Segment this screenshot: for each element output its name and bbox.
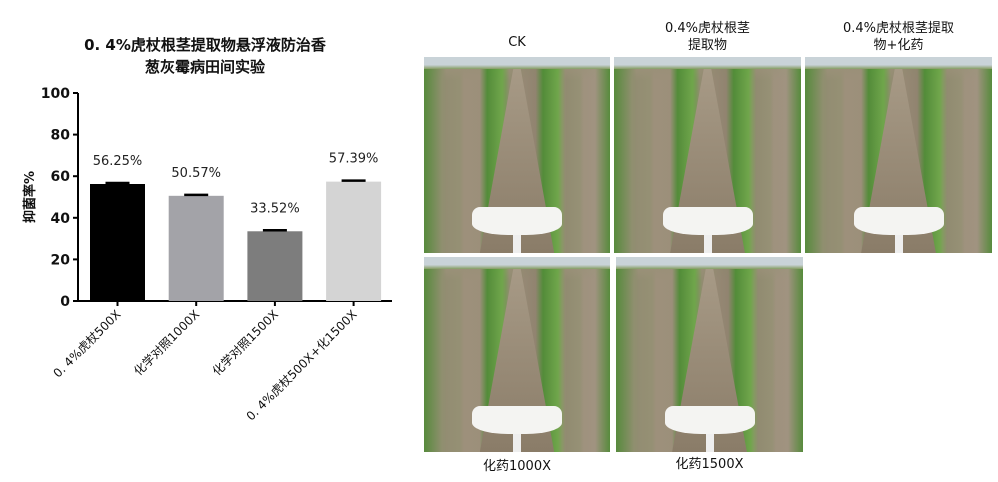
data-label: 33.52% xyxy=(250,201,300,216)
photo-extract xyxy=(614,57,801,253)
photo-chem-1500x xyxy=(616,257,803,452)
photo-title-line: 物+化药 xyxy=(873,38,924,53)
photo-title-line: 0.4%虎杖根茎提取 xyxy=(842,21,955,36)
data-label: 57.39% xyxy=(329,152,379,167)
photo-title-extract: 0.4%虎杖根茎 提取物 xyxy=(614,20,801,54)
photo-title-line: 提取物 xyxy=(687,38,727,53)
photo-title-line: 0.4%虎杖根茎 xyxy=(664,21,751,36)
photo-chem-1000x xyxy=(424,257,610,452)
photo-title-extract-chem: 0.4%虎杖根茎提取 物+化药 xyxy=(805,20,992,54)
photo-title-chem-1000x: 化药1000X xyxy=(483,459,551,474)
data-label: 50.57% xyxy=(171,166,221,181)
chart-title-line1: 0. 4%虎杖根茎提取物悬浮液防治香 xyxy=(84,36,326,54)
y-tick-label: 80 xyxy=(51,128,71,144)
bar xyxy=(90,184,145,301)
bar xyxy=(326,181,382,301)
x-tick-label: 0. 4%虎杖500X xyxy=(50,307,124,381)
y-tick-label: 40 xyxy=(51,211,71,227)
y-tick-label: 0 xyxy=(60,294,70,310)
chart-title-line2: 葱灰霉病田间实验 xyxy=(145,58,266,76)
y-tick-label: 20 xyxy=(51,252,71,268)
y-axis-label: 抑菌率% xyxy=(22,171,38,223)
bar-chart: 0. 4%虎杖根茎提取物悬浮液防治香 葱灰霉病田间实验 抑菌率% 0 20 40 60… xyxy=(22,36,392,423)
photo-ck xyxy=(424,57,610,253)
x-tick-label: 化学对照1500X xyxy=(209,307,281,379)
y-tick-label: 100 xyxy=(41,86,70,102)
photo-title-ck: CK xyxy=(508,35,526,50)
bars: 56.25% 0. 4%虎杖500X 50.57% 化学对照1000X 33.52% 化学… xyxy=(50,152,382,423)
bar xyxy=(168,195,224,301)
photo-extract-chem xyxy=(805,57,992,253)
x-tick-label: 化学对照1000X xyxy=(130,307,202,379)
bar xyxy=(247,231,303,301)
y-tick-label: 60 xyxy=(51,169,71,185)
photo-title-chem-1500x: 化药1500X xyxy=(675,457,744,472)
data-label: 56.25% xyxy=(93,154,143,169)
